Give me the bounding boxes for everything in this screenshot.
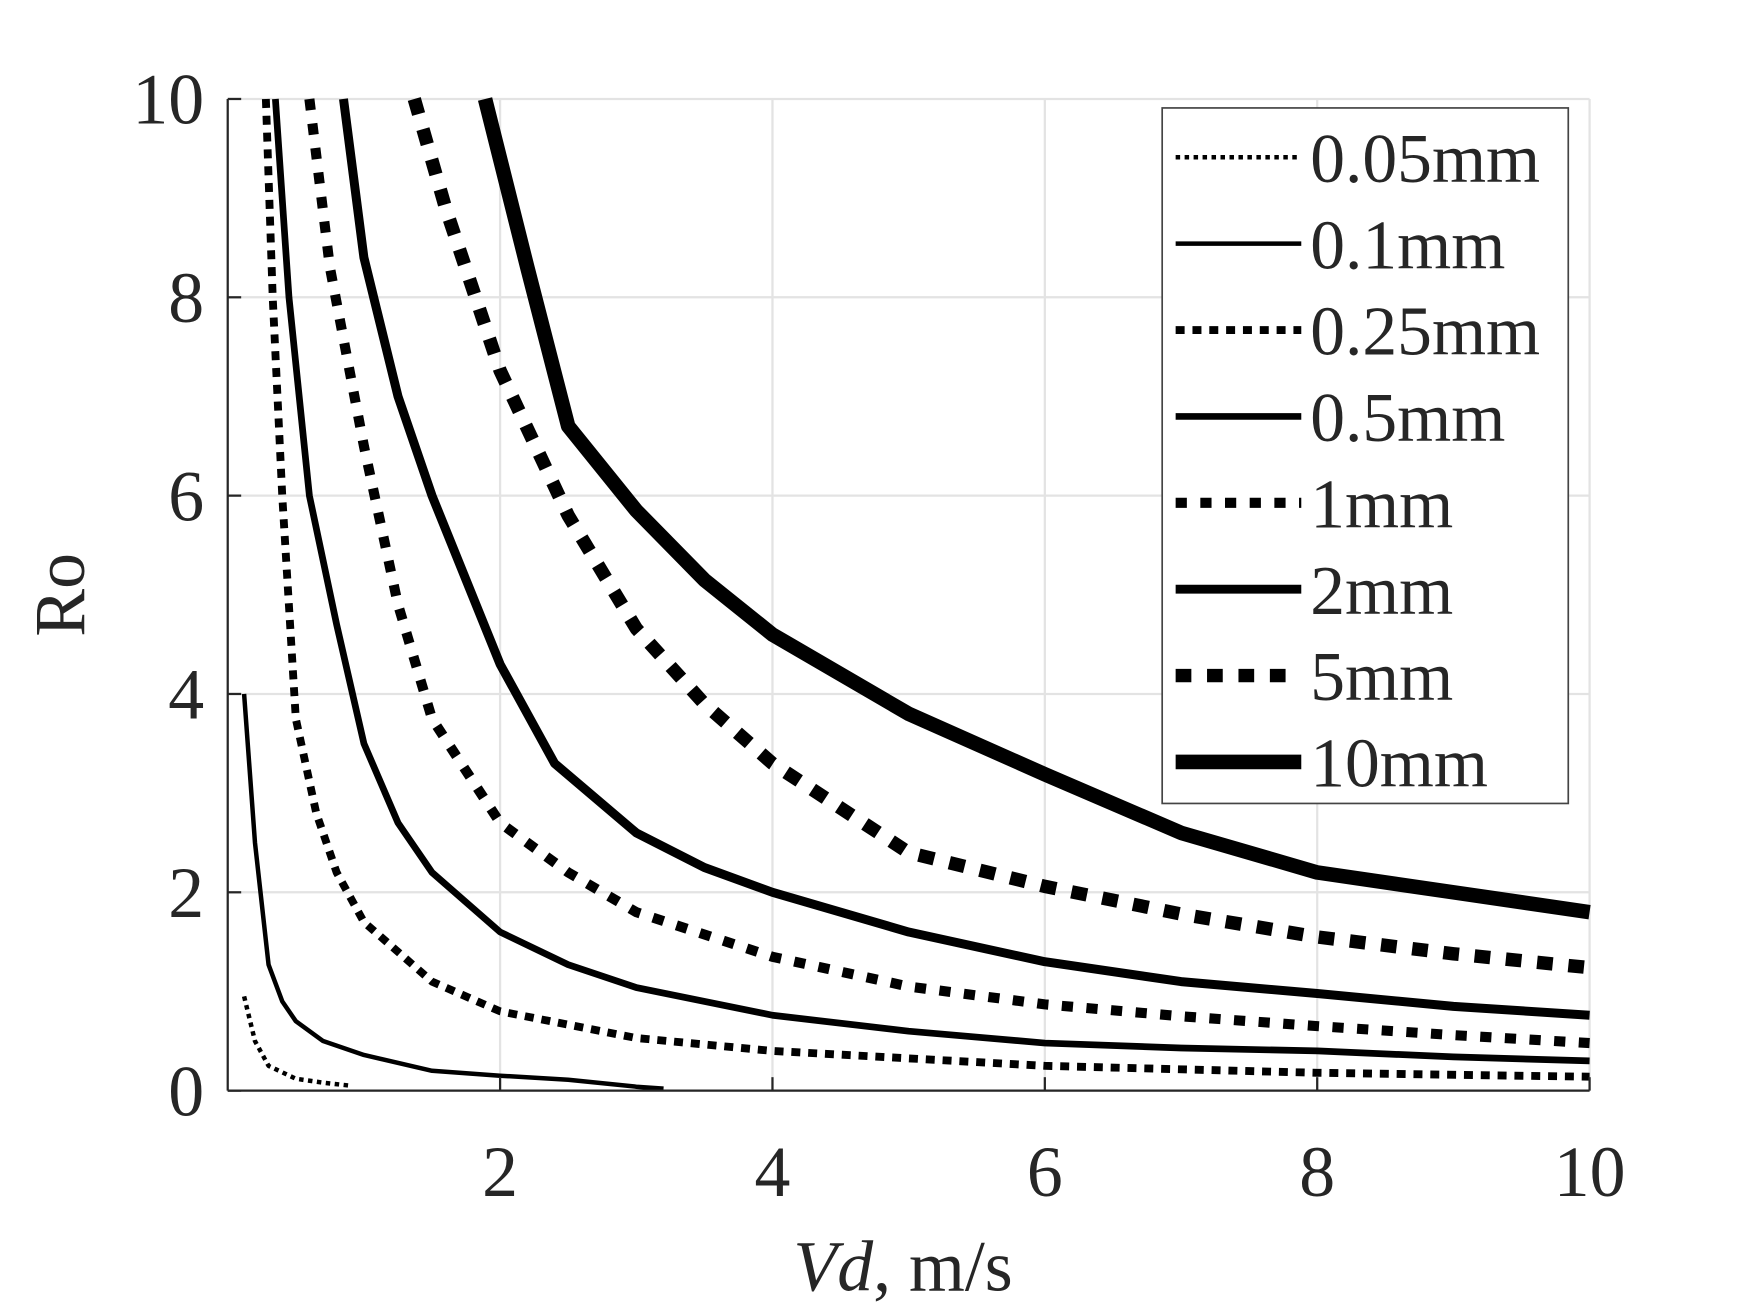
y-axis-label: Ro <box>20 553 100 637</box>
y-tick-label: 8 <box>168 258 204 338</box>
legend-box <box>1161 107 1570 805</box>
legend: 0.05mm 0.1mm 0.25mm 0.5mm 1mm 2mm 5mm 10mm <box>1161 107 1570 805</box>
y-tick-label: 6 <box>168 456 204 536</box>
legend-label: 0.5mm <box>1310 380 1505 457</box>
x-tick-label: 10 <box>1554 1132 1626 1212</box>
y-tick-label: 2 <box>168 853 204 933</box>
legend-label: 0.05mm <box>1310 121 1540 198</box>
x-tick-label: 8 <box>1299 1132 1335 1212</box>
y-tick-label: 0 <box>168 1051 204 1131</box>
y-tick-label: 10 <box>132 60 204 140</box>
x-axis-label-var: Vd <box>793 1226 874 1306</box>
series-line-0.1mm <box>241 693 664 1091</box>
x-tick-label: 2 <box>482 1132 518 1212</box>
series-line-0.05mm <box>241 995 351 1088</box>
x-axis-label-unit: , m/s <box>873 1226 1013 1306</box>
series-line-0.25mm <box>261 98 1590 1081</box>
legend-label: 0.1mm <box>1310 207 1505 284</box>
x-tick-label: 6 <box>1027 1132 1063 1212</box>
y-tick-label: 4 <box>168 655 204 735</box>
series-line-1mm <box>304 98 1590 1049</box>
legend-label: 0.25mm <box>1310 294 1540 371</box>
tick-labels: 2 4 6 8 10 0 2 4 6 8 10 <box>132 60 1625 1212</box>
x-axis-label: Vd, m/s <box>793 1226 1012 1306</box>
legend-label: 5mm <box>1310 639 1453 716</box>
series-line-2mm <box>339 98 1590 1020</box>
x-tick-label: 4 <box>755 1132 791 1212</box>
legend-label: 10mm <box>1310 726 1488 803</box>
series-group <box>241 97 1591 1091</box>
series-line-0.5mm <box>272 98 1590 1065</box>
legend-label: 1mm <box>1310 466 1453 543</box>
series-line-5mm <box>407 97 1591 975</box>
legend-label: 2mm <box>1310 553 1453 630</box>
series-line-10mm <box>477 97 1591 920</box>
